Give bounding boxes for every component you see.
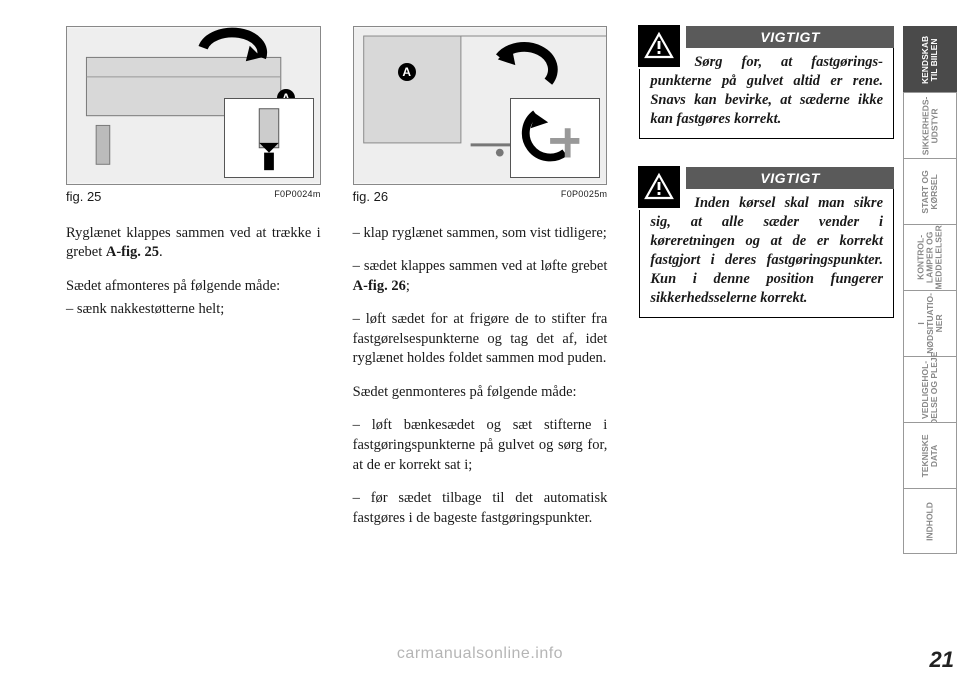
figure-26-inset	[510, 98, 600, 178]
tab-nod[interactable]: I NØDSITUATIO- NER	[903, 290, 957, 356]
col2-para-3: – løft sædet for at frigøre de to stifte…	[353, 310, 608, 369]
tab-start[interactable]: START OG KØRSEL	[903, 158, 957, 224]
column-1: A fig. 25 F0P0024m Ryglænet klappes samm…	[66, 26, 321, 646]
side-tabs: KENDSKAB TIL BIILEN SIKKERHEDS- UDSTYR S…	[903, 26, 957, 554]
col2-para-5: – løft bænkesædet og sæt stifterne i fas…	[353, 416, 608, 475]
tab-label: TEKNISKE DATA	[921, 430, 939, 482]
text: ;	[406, 278, 410, 294]
page-number: 21	[930, 647, 954, 673]
tab-kendskab[interactable]: KENDSKAB TIL BIILEN	[903, 26, 957, 92]
tab-vedligehold[interactable]: VEDLIGEHOL- DELSE OG PLEJE	[903, 356, 957, 422]
figure-26: A	[353, 26, 608, 185]
tab-label: I NØDSITUATIO- NER	[917, 293, 944, 354]
warning-triangle-icon	[638, 25, 680, 67]
tab-sikkerheds[interactable]: SIKKERHEDS- UDSTYR	[903, 92, 957, 158]
text: Ryglænet klappes sammen ved at trække i …	[66, 225, 321, 261]
warning-2-header: VIGTIGT	[639, 167, 894, 191]
text: .	[159, 244, 163, 260]
col2-para-1: – klap ryglænet sammen, som vist tidlige…	[353, 224, 608, 244]
tab-label: SIKKERHEDS- UDSTYR	[921, 96, 939, 155]
tab-label: KONTROL- LAMPER OG MEDDELELSER	[917, 225, 944, 289]
warning-box-1: VIGTIGT Sørg for, at fastgørings­punkter…	[639, 26, 894, 139]
column-3: VIGTIGT Sørg for, at fastgørings­punkter…	[639, 26, 894, 646]
figure-25-caption: fig. 25 F0P0024m	[66, 188, 321, 206]
text-bold: A-fig. 26	[353, 278, 406, 294]
warning-2-text: Inden kørsel skal man sikre sig, at alle…	[650, 194, 883, 307]
column-2: A fig. 26 F0P0025m – klap ryglænet samm	[353, 26, 608, 646]
page-content: A fig. 25 F0P0024m Ryglænet klappes samm…	[66, 26, 894, 646]
text-bold: A-fig. 25	[106, 244, 159, 260]
figure-25: A	[66, 26, 321, 185]
warning-2-title: VIGTIGT	[686, 167, 894, 189]
figure-25-number: fig. 25	[66, 188, 101, 206]
figure-26-code: F0P0025m	[561, 188, 607, 206]
warning-triangle-icon	[638, 166, 680, 208]
col2-para-2: – sædet klappes sammen ved at løfte greb…	[353, 257, 608, 296]
column-layout: A fig. 25 F0P0024m Ryglænet klappes samm…	[66, 26, 894, 646]
figure-26-marker-a: A	[398, 63, 416, 81]
tab-label: START OG KØRSEL	[921, 166, 939, 218]
warning-1-header: VIGTIGT	[639, 26, 894, 50]
watermark: carmanualsonline.info	[397, 645, 563, 663]
tab-label: INDHOLD	[926, 495, 935, 547]
col2-para-6: – før sædet tilbage til det automatisk f…	[353, 489, 608, 528]
col1-para-3: – sænk nakkestøtterne helt;	[66, 300, 321, 320]
warning-1-title: VIGTIGT	[686, 26, 894, 48]
col1-para-2: Sædet afmonteres på følgende måde:	[66, 277, 321, 297]
tab-tekniske[interactable]: TEKNISKE DATA	[903, 422, 957, 488]
tab-label: KENDSKAB TIL BIILEN	[921, 34, 939, 86]
figure-26-caption: fig. 26 F0P0025m	[353, 188, 608, 206]
figure-25-inset	[224, 98, 314, 178]
col1-para-1: Ryglænet klappes sammen ved at trække i …	[66, 224, 321, 263]
figure-26-number: fig. 26	[353, 188, 388, 206]
tab-label: VEDLIGEHOL- DELSE OG PLEJE	[921, 355, 939, 425]
warning-box-2: VIGTIGT Inden kørsel skal man sikre sig,…	[639, 167, 894, 318]
tab-indhold[interactable]: INDHOLD	[903, 488, 957, 554]
figure-25-code: F0P0024m	[274, 188, 320, 206]
tab-kontrol[interactable]: KONTROL- LAMPER OG MEDDELELSER	[903, 224, 957, 290]
col2-para-4: Sædet genmonteres på følgende måde:	[353, 383, 608, 403]
text: – sædet klappes sammen ved at løfte greb…	[353, 258, 608, 274]
